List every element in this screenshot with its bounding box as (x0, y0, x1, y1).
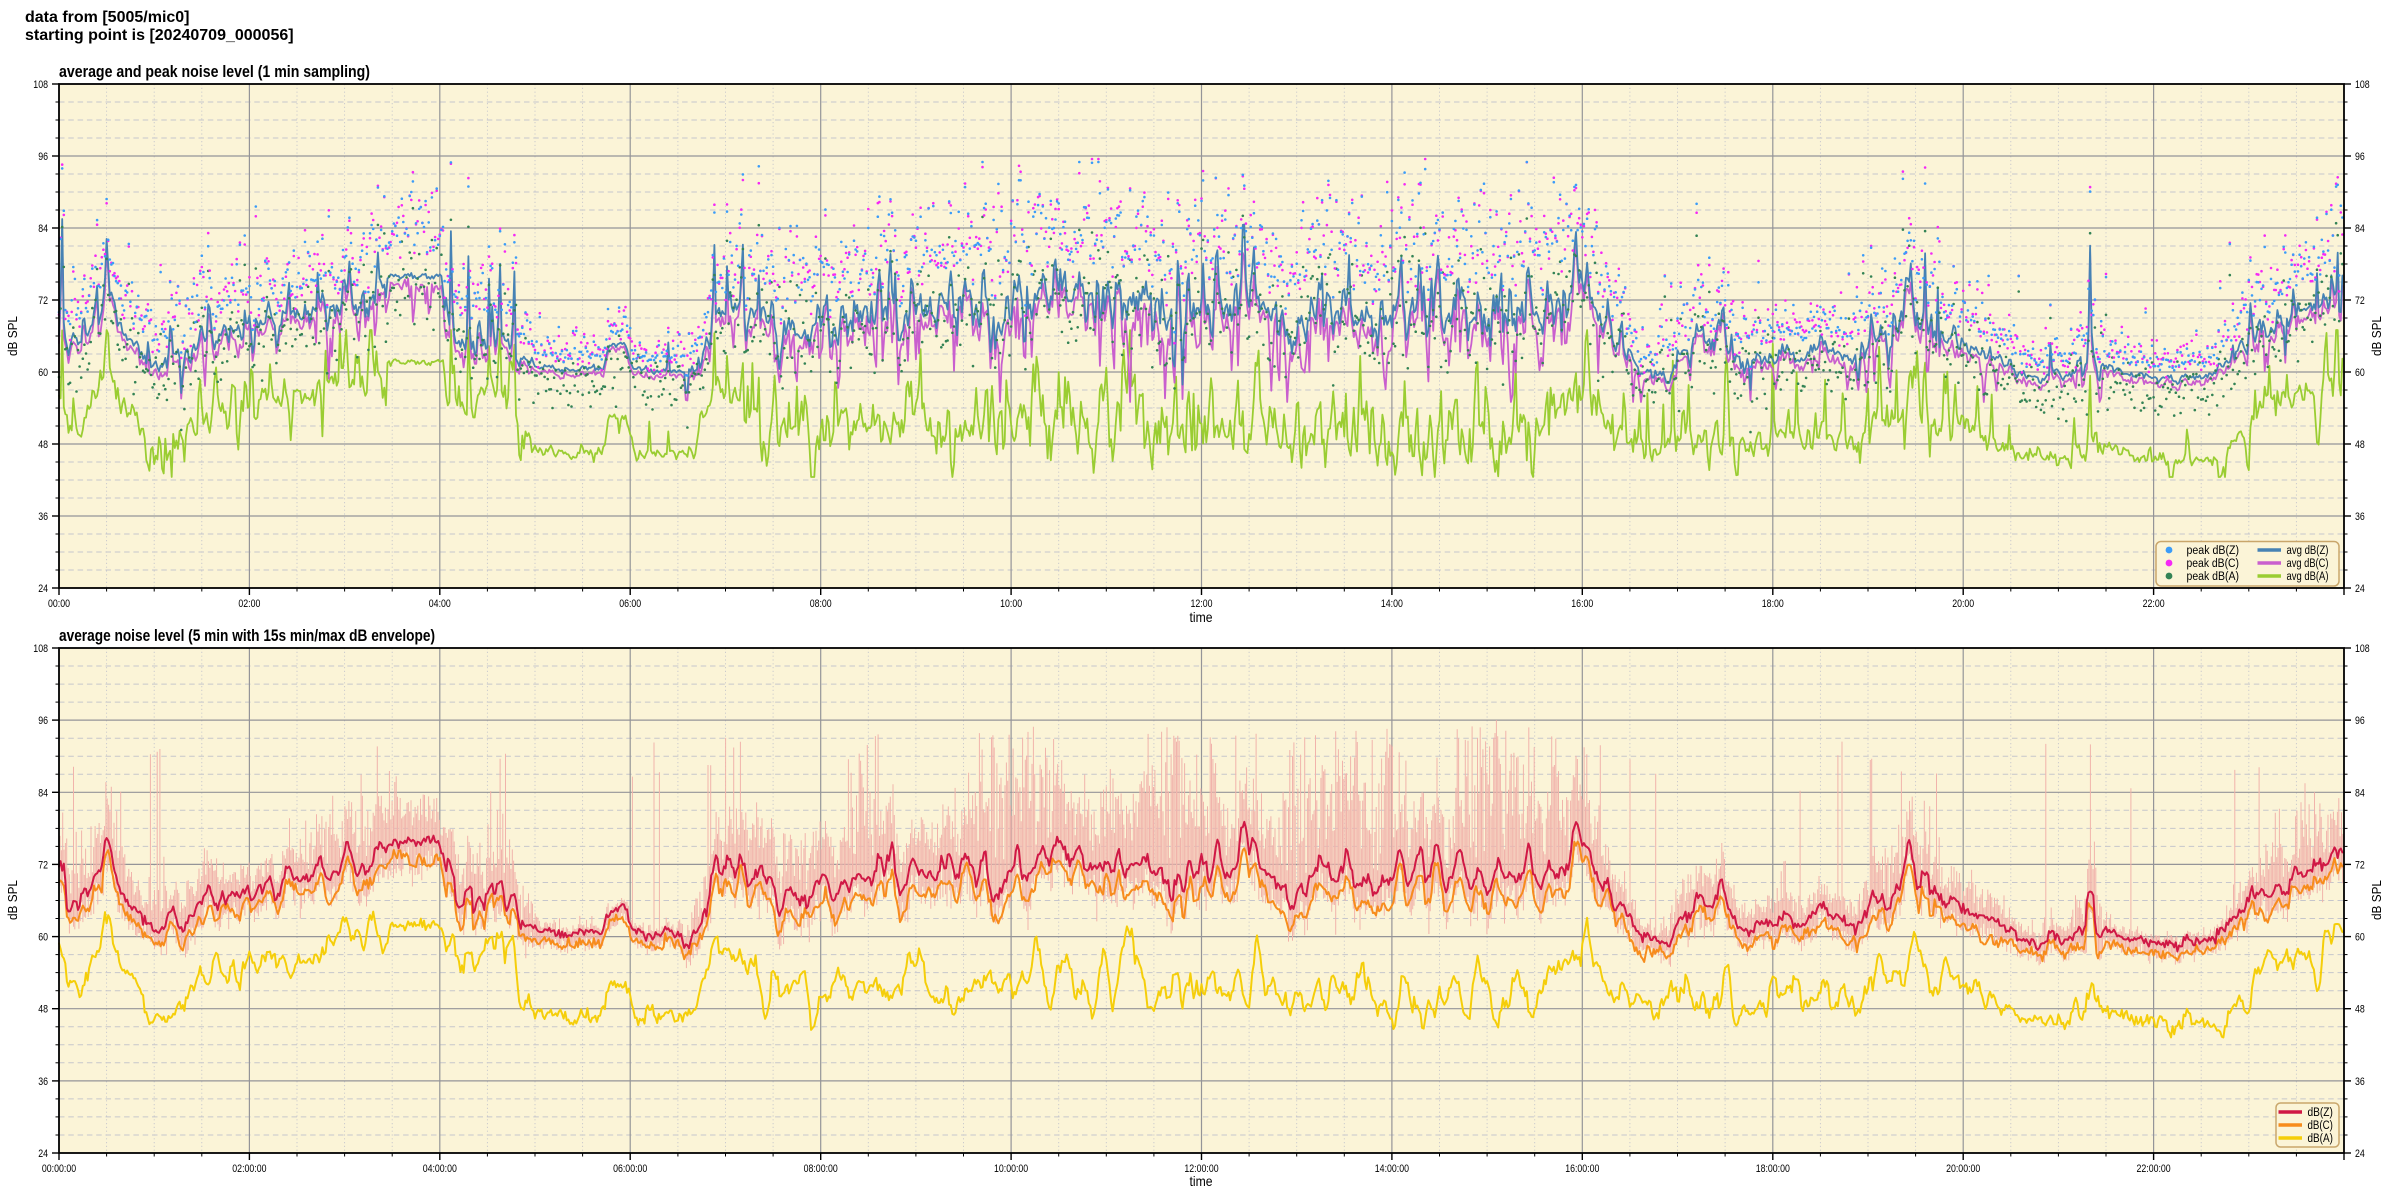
svg-text:00:00:00: 00:00:00 (42, 1163, 76, 1175)
svg-text:60: 60 (38, 367, 48, 379)
svg-text:96: 96 (38, 151, 48, 163)
svg-text:36: 36 (2355, 511, 2365, 523)
svg-text:20:00: 20:00 (1952, 598, 1974, 610)
svg-text:average and peak noise level (: average and peak noise level (1 min samp… (59, 62, 370, 81)
svg-text:08:00:00: 08:00:00 (804, 1163, 838, 1175)
svg-text:24: 24 (38, 1148, 48, 1160)
svg-text:avg dB(Z): avg dB(Z) (2287, 545, 2329, 557)
svg-text:48: 48 (2355, 1004, 2365, 1016)
svg-text:16:00: 16:00 (1571, 598, 1593, 610)
svg-text:14:00: 14:00 (1381, 598, 1403, 610)
svg-text:06:00:00: 06:00:00 (613, 1163, 647, 1175)
svg-text:10:00:00: 10:00:00 (994, 1163, 1028, 1175)
svg-text:peak dB(C): peak dB(C) (2187, 558, 2240, 570)
svg-text:16:00:00: 16:00:00 (1565, 1163, 1599, 1175)
svg-text:96: 96 (2355, 715, 2365, 727)
svg-text:avg dB(A): avg dB(A) (2287, 571, 2329, 583)
svg-text:06:00: 06:00 (619, 598, 641, 610)
svg-text:84: 84 (2355, 223, 2365, 235)
svg-text:dB(A): dB(A) (2308, 1133, 2334, 1145)
svg-text:peak dB(A): peak dB(A) (2187, 571, 2240, 583)
svg-text:04:00:00: 04:00:00 (423, 1163, 457, 1175)
svg-text:108: 108 (33, 643, 48, 655)
svg-text:72: 72 (2355, 859, 2365, 871)
svg-text:starting point is [20240709_00: starting point is [20240709_000056] (25, 27, 294, 44)
svg-text:36: 36 (38, 1076, 48, 1088)
svg-text:96: 96 (38, 715, 48, 727)
svg-text:72: 72 (38, 295, 48, 307)
svg-text:08:00: 08:00 (810, 598, 832, 610)
svg-text:12:00:00: 12:00:00 (1184, 1163, 1218, 1175)
svg-text:48: 48 (38, 439, 48, 451)
svg-text:peak dB(Z): peak dB(Z) (2187, 545, 2240, 557)
svg-text:48: 48 (38, 1004, 48, 1016)
svg-text:02:00: 02:00 (238, 598, 260, 610)
svg-text:24: 24 (2355, 1148, 2365, 1160)
svg-text:dB SPL: dB SPL (5, 880, 20, 920)
svg-text:avg dB(C): avg dB(C) (2287, 558, 2329, 570)
svg-text:04:00: 04:00 (429, 598, 451, 610)
svg-text:60: 60 (2355, 932, 2365, 944)
svg-text:dB SPL: dB SPL (2369, 880, 2384, 920)
svg-text:12:00: 12:00 (1191, 598, 1213, 610)
svg-text:60: 60 (2355, 367, 2365, 379)
svg-text:10:00: 10:00 (1000, 598, 1022, 610)
svg-text:14:00:00: 14:00:00 (1375, 1163, 1409, 1175)
svg-text:84: 84 (2355, 787, 2365, 799)
svg-text:22:00: 22:00 (2143, 598, 2165, 610)
svg-text:48: 48 (2355, 439, 2365, 451)
svg-text:time: time (1190, 1173, 1213, 1189)
svg-text:60: 60 (38, 932, 48, 944)
svg-text:84: 84 (38, 787, 48, 799)
svg-text:96: 96 (2355, 151, 2365, 163)
svg-text:72: 72 (2355, 295, 2365, 307)
svg-text:02:00:00: 02:00:00 (232, 1163, 266, 1175)
svg-text:time: time (1190, 609, 1213, 625)
svg-text:84: 84 (38, 223, 48, 235)
svg-text:36: 36 (38, 511, 48, 523)
svg-text:dB(C): dB(C) (2308, 1120, 2334, 1132)
svg-text:18:00: 18:00 (1762, 598, 1784, 610)
svg-text:24: 24 (38, 583, 48, 595)
svg-text:72: 72 (38, 859, 48, 871)
svg-text:data from [5005/mic0]: data from [5005/mic0] (25, 9, 190, 26)
svg-text:22:00:00: 22:00:00 (2137, 1163, 2171, 1175)
svg-text:average noise level (5 min wit: average noise level (5 min with 15s min/… (59, 626, 435, 645)
svg-text:108: 108 (33, 79, 48, 91)
svg-text:dB SPL: dB SPL (2369, 316, 2384, 356)
svg-text:24: 24 (2355, 583, 2365, 595)
svg-text:18:00:00: 18:00:00 (1756, 1163, 1790, 1175)
svg-text:108: 108 (2355, 643, 2370, 655)
svg-text:00:00: 00:00 (48, 598, 70, 610)
svg-text:dB(Z): dB(Z) (2308, 1107, 2334, 1119)
svg-text:dB SPL: dB SPL (5, 316, 20, 356)
svg-text:20:00:00: 20:00:00 (1946, 1163, 1980, 1175)
svg-text:108: 108 (2355, 79, 2370, 91)
svg-text:36: 36 (2355, 1076, 2365, 1088)
